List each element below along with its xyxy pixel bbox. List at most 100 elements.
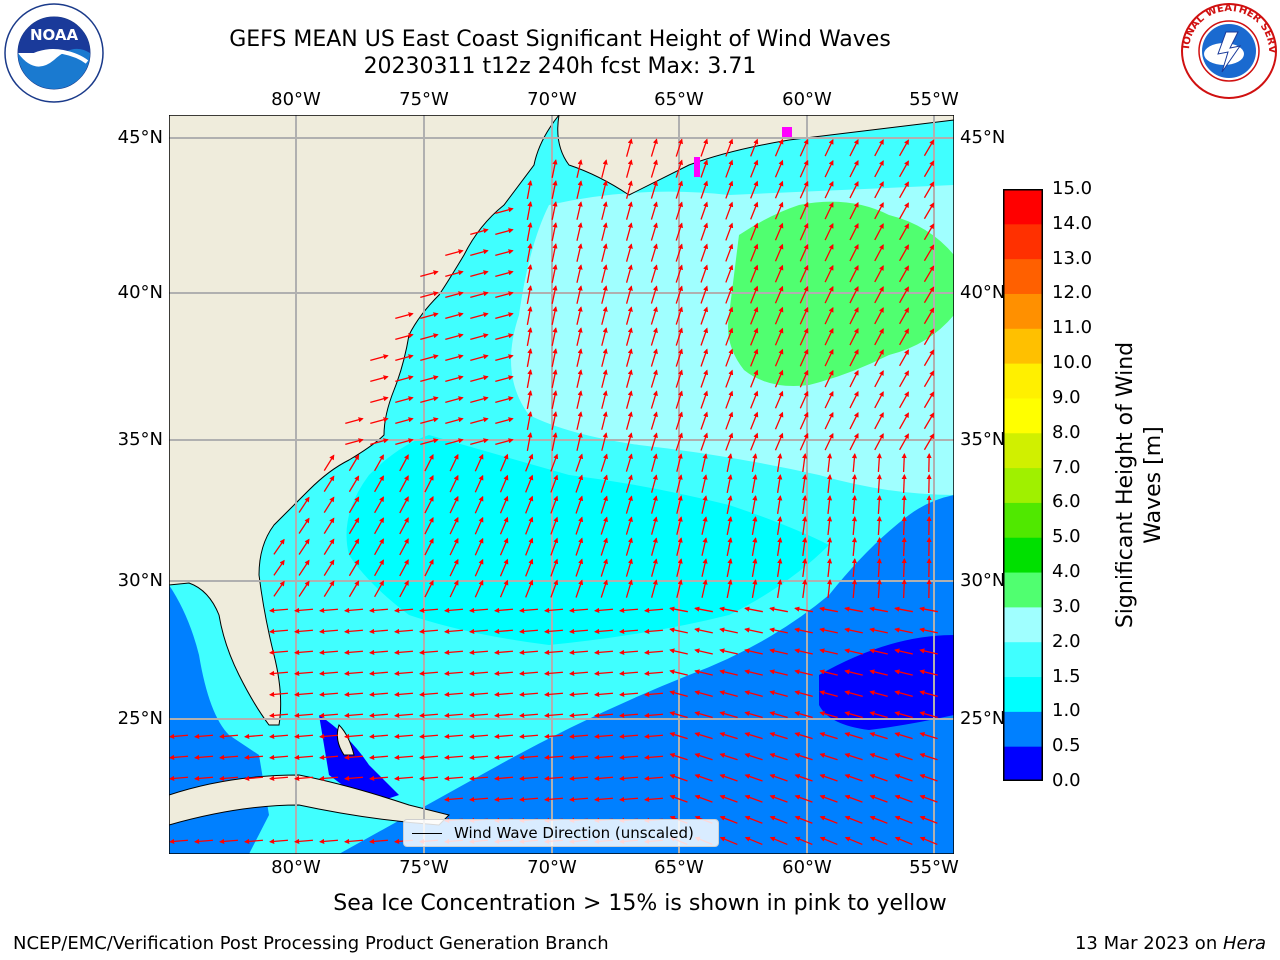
wave-arrow bbox=[318, 775, 339, 782]
wave-arrow bbox=[493, 670, 514, 677]
wave-arrow bbox=[399, 496, 409, 514]
colorbar-tick-label: 0.0 bbox=[1052, 770, 1081, 791]
title-line-2: 20230311 t12z 240h fcst Max: 3.71 bbox=[363, 54, 757, 79]
wave-arrow bbox=[273, 559, 285, 576]
wave-arrow bbox=[601, 306, 608, 325]
wave-arrow bbox=[575, 453, 584, 472]
wave-arrow bbox=[824, 432, 834, 451]
wave-arrow bbox=[495, 270, 514, 277]
wave-arrow bbox=[443, 691, 464, 698]
wave-arrow bbox=[694, 773, 713, 782]
wave-arrow bbox=[445, 354, 464, 361]
wave-arrow bbox=[669, 648, 688, 655]
wave-arrow bbox=[769, 836, 788, 846]
colorbar-title: Significant Height of Wind Waves [m] bbox=[1113, 341, 1166, 629]
wave-arrow bbox=[343, 628, 364, 635]
sea-ice-patch bbox=[782, 127, 792, 137]
wave-arrow bbox=[849, 202, 859, 220]
wave-arrow bbox=[576, 285, 583, 304]
wave-arrow bbox=[468, 775, 489, 782]
lon-label-bottom: 55°W bbox=[909, 857, 959, 878]
colorbar-segment bbox=[1003, 363, 1043, 399]
wave-arrow bbox=[601, 411, 608, 430]
wave-arrow bbox=[293, 607, 314, 614]
wave-arrow bbox=[650, 327, 658, 346]
wave-arrow bbox=[568, 796, 589, 803]
colorbar-tick-label: 7.0 bbox=[1052, 456, 1081, 478]
wave-arrow bbox=[923, 349, 935, 367]
wave-arrow bbox=[894, 794, 913, 803]
wave-arrow bbox=[851, 536, 858, 557]
wave-arrow bbox=[899, 370, 909, 388]
wave-arrow bbox=[874, 139, 884, 157]
wave-arrow bbox=[526, 348, 533, 367]
wave-arrow bbox=[901, 536, 907, 557]
wave-arrow bbox=[651, 537, 658, 556]
colorbar-segment bbox=[1003, 676, 1043, 712]
wave-arrow bbox=[725, 201, 734, 220]
wave-arrow bbox=[370, 396, 389, 403]
wave-arrow bbox=[650, 159, 658, 178]
wave-arrow bbox=[268, 670, 289, 677]
wave-arrow bbox=[526, 411, 533, 430]
wave-arrow bbox=[551, 306, 558, 325]
wave-arrow bbox=[869, 732, 888, 740]
colorbar-segment bbox=[1003, 537, 1043, 573]
wave-arrow bbox=[819, 836, 838, 846]
wave-arrow bbox=[399, 538, 409, 556]
wave-arrow bbox=[525, 579, 534, 598]
wave-arrow bbox=[844, 815, 863, 824]
wave-arrow bbox=[468, 628, 489, 635]
wave-arrow bbox=[894, 773, 913, 782]
wave-arrow bbox=[874, 307, 884, 325]
wave-arrow bbox=[744, 690, 763, 697]
wave-arrow bbox=[395, 396, 414, 403]
wave-arrow bbox=[368, 607, 389, 614]
wave-arrow bbox=[899, 244, 909, 262]
wave-arrow bbox=[618, 754, 639, 761]
wave-arrow bbox=[445, 417, 464, 424]
wave-arrow bbox=[676, 495, 683, 514]
wave-arrow bbox=[802, 453, 808, 473]
wave-arrow bbox=[420, 333, 439, 340]
wave-arrow bbox=[750, 243, 759, 262]
wave-arrow bbox=[726, 537, 733, 556]
wave-arrow bbox=[593, 670, 614, 677]
wave-arrow bbox=[769, 815, 788, 824]
wave-arrow bbox=[694, 669, 713, 676]
wave-arrow bbox=[550, 453, 559, 472]
wave-arrow bbox=[601, 264, 608, 283]
wave-arrow bbox=[495, 312, 514, 319]
colorbar-tick-label: 3.0 bbox=[1052, 595, 1081, 617]
wave-arrow bbox=[643, 733, 664, 740]
wave-arrow bbox=[418, 754, 439, 761]
wave-arrow bbox=[618, 796, 639, 803]
wave-arrow bbox=[323, 454, 335, 471]
wave-arrow bbox=[525, 537, 534, 556]
wave-arrow bbox=[625, 432, 633, 451]
wave-arrow bbox=[575, 474, 584, 493]
wave-arrow bbox=[495, 207, 514, 214]
wave-arrow bbox=[694, 711, 713, 719]
lon-label-bottom: 80°W bbox=[271, 857, 321, 878]
wave-arrow bbox=[894, 690, 913, 697]
wave-arrow bbox=[919, 815, 938, 824]
wave-arrow bbox=[901, 452, 907, 473]
wave-arrow bbox=[650, 201, 658, 220]
wave-arrow bbox=[826, 474, 833, 494]
wave-arrow bbox=[625, 537, 633, 556]
colorbar-segment bbox=[1003, 641, 1043, 678]
wave-arrow bbox=[420, 396, 439, 403]
wave-arrow bbox=[374, 496, 384, 514]
wave-arrow bbox=[600, 495, 608, 514]
wave-arrow bbox=[468, 607, 489, 614]
wave-arrow bbox=[499, 537, 509, 556]
wave-arrow bbox=[625, 222, 633, 241]
wave-arrow bbox=[824, 222, 834, 241]
wave-arrow bbox=[769, 606, 788, 613]
colorbar-segment bbox=[1003, 746, 1043, 781]
wave-arrow bbox=[600, 474, 608, 493]
wave-arrow bbox=[399, 517, 409, 535]
wave-arrow bbox=[849, 391, 859, 409]
wave-arrow bbox=[543, 607, 564, 614]
